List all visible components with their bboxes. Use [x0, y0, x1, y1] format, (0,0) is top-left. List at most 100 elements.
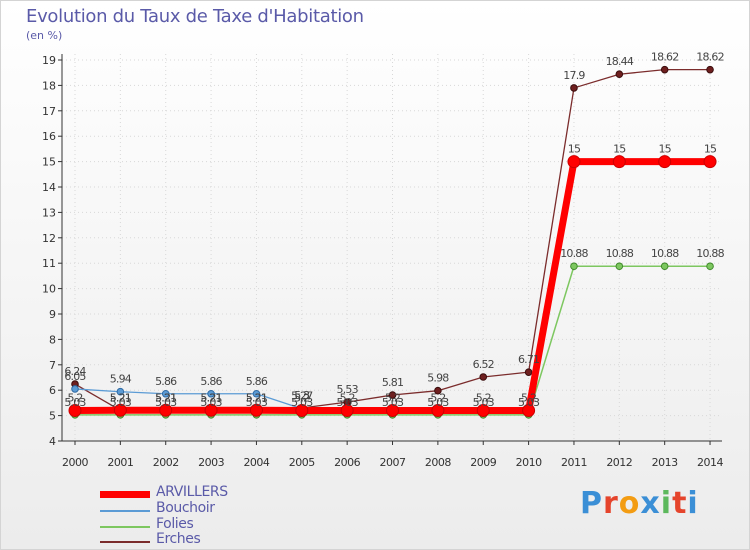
series-line-bouchoir — [74, 388, 303, 410]
logo-letter: P — [580, 486, 603, 521]
data-label-folies: 5.03 — [337, 396, 359, 409]
data-label-folies: 5.03 — [246, 396, 268, 409]
data-label-folies: 5.03 — [110, 396, 132, 409]
logo-letter: t — [672, 486, 688, 521]
y-tick-label: 6 — [49, 384, 56, 397]
data-label-bouchoir: 6.05 — [64, 370, 86, 383]
data-point-arvillers — [295, 404, 309, 418]
legend-label-folies: Folies — [156, 516, 194, 532]
legend-swatch-arvillers — [100, 491, 150, 498]
logo-letter: r — [603, 486, 619, 521]
x-tick-label: 2006 — [334, 456, 360, 469]
x-tick-label: 2012 — [606, 456, 632, 469]
data-point-arvillers — [340, 404, 354, 418]
y-tick-label: 8 — [49, 333, 56, 346]
x-tick-label: 2008 — [425, 456, 451, 469]
data-label-folies: 5.03 — [382, 396, 404, 409]
y-tick-label: 5 — [49, 410, 56, 423]
data-point-erches — [479, 373, 488, 381]
data-point-arvillers — [431, 404, 445, 418]
data-point-arvillers — [159, 403, 173, 417]
data-label-arvillers: 15 — [568, 143, 581, 156]
data-label-arvillers: 5.2 — [67, 392, 82, 405]
data-label-arvillers: 5.21 — [110, 391, 131, 404]
y-tick-label: 14 — [42, 181, 56, 194]
y-tick-label: 16 — [42, 130, 56, 143]
data-point-folies — [570, 262, 578, 271]
data-label-bouchoir: 5.86 — [155, 375, 177, 388]
logo-letter: o — [618, 486, 641, 521]
data-label-bouchoir: 5.27 — [291, 390, 313, 403]
data-point-erches — [660, 65, 669, 74]
legend-label-bouchoir: Bouchoir — [156, 500, 215, 516]
y-tick-label: 7 — [49, 359, 56, 372]
data-point-folies — [615, 262, 624, 271]
x-tick-label: 2001 — [107, 456, 133, 469]
data-point-erches — [524, 368, 533, 376]
data-label-erches: 5.21 — [200, 391, 221, 404]
legend-swatch-folies — [100, 526, 150, 528]
data-label-arvillers: 15 — [704, 143, 717, 156]
data-label-erches: 5.98 — [427, 372, 449, 385]
data-label-erches: 18.62 — [696, 51, 724, 64]
data-point-bouchoir — [207, 389, 215, 398]
y-tick-label: 10 — [42, 283, 56, 296]
data-label-folies: 10.88 — [606, 247, 634, 260]
data-label-bouchoir: 5.94 — [110, 373, 132, 386]
y-tick-label: 15 — [42, 156, 56, 169]
x-tick-label: 2002 — [153, 456, 179, 469]
data-point-bouchoir — [71, 385, 79, 393]
data-point-arvillers — [612, 155, 626, 169]
data-point-arvillers — [567, 155, 581, 169]
data-label-erches: 5.53 — [337, 383, 359, 396]
data-point-folies — [660, 262, 669, 271]
data-point-arvillers — [68, 404, 82, 418]
data-label-erches: 5.81 — [382, 376, 403, 389]
data-label-arvillers: 5.2 — [476, 392, 491, 405]
data-point-folies — [706, 262, 714, 271]
data-label-arvillers: 5.21 — [155, 391, 176, 404]
data-label-arvillers: 5.2 — [385, 392, 400, 405]
data-label-erches: 5.3 — [294, 389, 310, 402]
data-point-arvillers — [204, 403, 218, 417]
y-tick-label: 12 — [42, 232, 56, 245]
data-label-arvillers: 5.2 — [340, 392, 355, 405]
data-label-arvillers: 5.2 — [294, 392, 309, 405]
logo-letter: i — [660, 486, 673, 521]
series-arvillers — [68, 155, 717, 418]
data-label-erches: 18.44 — [606, 55, 634, 68]
y-tick-label: 17 — [42, 105, 56, 118]
data-label-erches: 5.21 — [155, 391, 176, 404]
y-tick-label: 19 — [42, 54, 56, 67]
legend-label-arvillers: ARVILLERS — [156, 484, 228, 500]
data-label-folies: 5.03 — [473, 396, 495, 409]
data-label-folies: 5.03 — [200, 396, 222, 409]
data-point-erches — [388, 391, 397, 399]
data-point-arvillers — [476, 404, 490, 418]
legend-swatch-bouchoir — [100, 510, 150, 512]
data-label-bouchoir: 5.86 — [200, 375, 222, 388]
data-label-erches: 6.52 — [473, 358, 494, 371]
y-tick-label: 18 — [42, 79, 56, 92]
data-label-erches: 5.21 — [246, 391, 267, 404]
chart-title: Evolution du Taux de Taxe d'Habitation — [26, 6, 364, 27]
data-label-arvillers: 15 — [658, 143, 671, 156]
data-label-arvillers: 5.2 — [521, 392, 536, 405]
data-label-folies: 10.88 — [696, 247, 724, 260]
data-point-bouchoir — [252, 389, 261, 398]
data-label-folies: 10.88 — [651, 247, 679, 260]
data-label-folies: 5.03 — [155, 396, 177, 409]
data-point-arvillers — [522, 404, 536, 418]
data-label-arvillers: 15 — [613, 143, 626, 156]
proxiti-logo: Proxiti — [580, 486, 699, 521]
data-label-erches: 18.62 — [651, 51, 679, 64]
data-label-erches: 17.9 — [563, 69, 585, 82]
x-tick-label: 2005 — [289, 456, 315, 469]
x-tick-label: 2007 — [380, 456, 406, 469]
x-tick-label: 2013 — [652, 456, 678, 469]
data-label-bouchoir: 5.86 — [246, 375, 268, 388]
x-tick-label: 2004 — [243, 456, 269, 469]
logo-letter: x — [640, 486, 661, 521]
x-tick-label: 2003 — [198, 456, 224, 469]
